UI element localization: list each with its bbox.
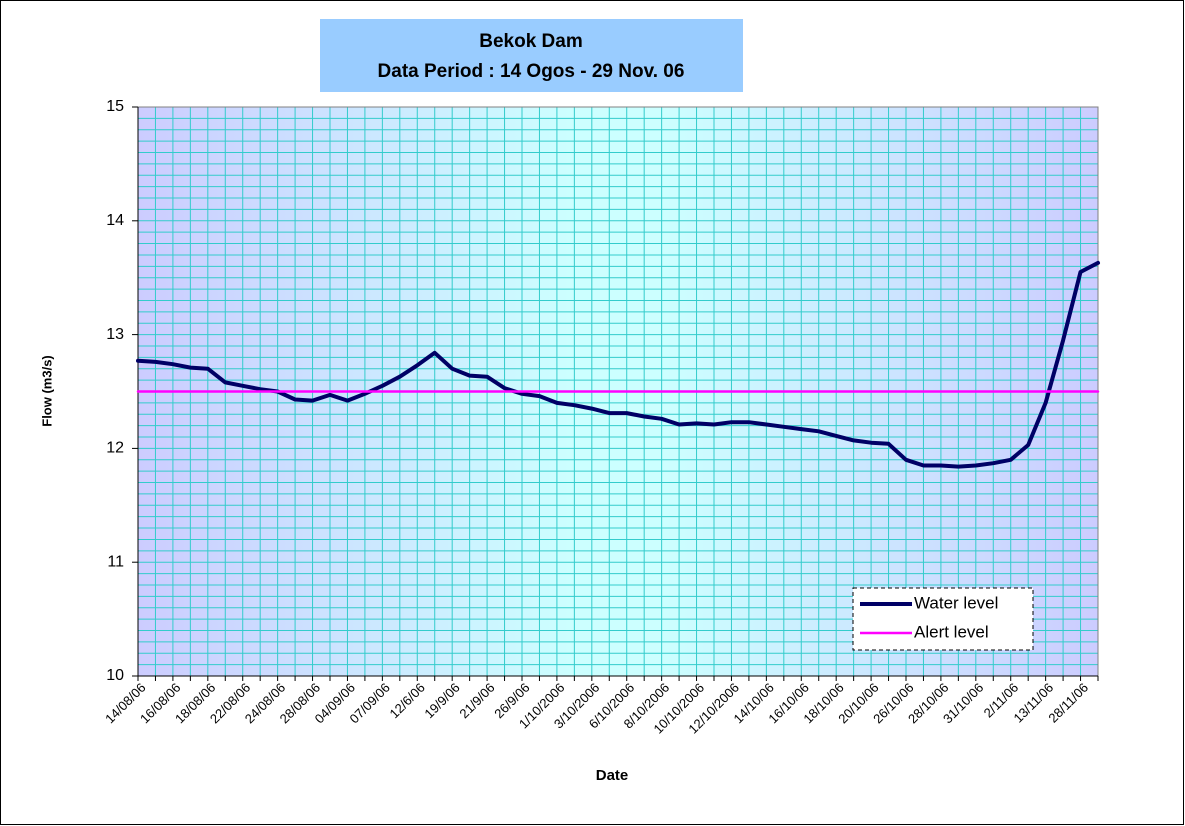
chart-title: Bekok Dam bbox=[479, 31, 583, 52]
y-tick-label: 13 bbox=[106, 326, 124, 343]
y-axis-label: Flow (m3/s) bbox=[39, 355, 54, 427]
legend-box bbox=[852, 587, 1034, 651]
y-tick-label: 11 bbox=[107, 553, 124, 570]
x-axis-label: Date bbox=[596, 767, 629, 784]
legend-label: Alert level bbox=[914, 622, 989, 641]
series-line bbox=[136, 260, 1100, 469]
legend-label: Water level bbox=[914, 593, 998, 612]
chart-subtitle: Data Period : 14 Ogos - 29 Nov. 06 bbox=[378, 61, 685, 82]
y-tick-label: 10 bbox=[106, 667, 124, 684]
y-tick-label: 15 bbox=[106, 98, 124, 115]
title-box bbox=[320, 19, 743, 92]
y-tick-label: 12 bbox=[106, 440, 124, 457]
y-tick-label: 14 bbox=[106, 212, 124, 229]
